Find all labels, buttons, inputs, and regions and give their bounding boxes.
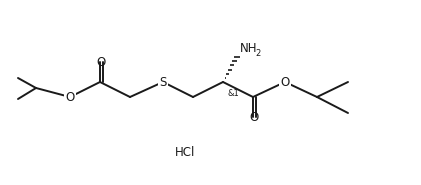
Text: O: O [96, 56, 106, 68]
Text: O: O [280, 75, 290, 88]
Text: O: O [65, 90, 75, 103]
Text: S: S [159, 75, 167, 88]
Text: NH: NH [240, 42, 258, 55]
Text: 2: 2 [255, 49, 260, 58]
Text: HCl: HCl [175, 145, 195, 159]
Text: &1: &1 [227, 89, 239, 98]
Text: O: O [249, 110, 258, 124]
